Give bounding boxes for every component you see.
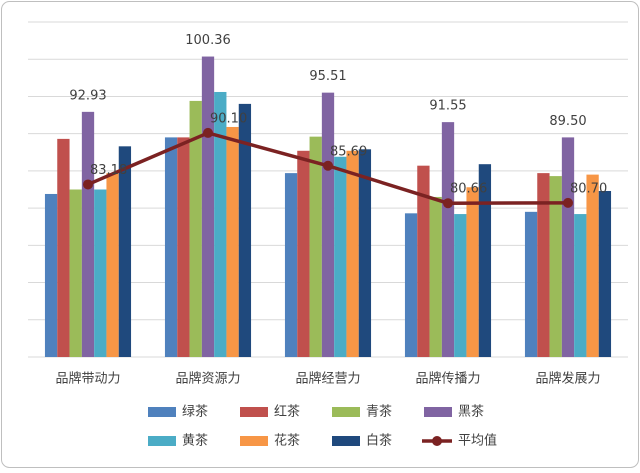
data-label: 89.50 (549, 114, 586, 129)
x-tick-label: 品牌传播力 (415, 371, 480, 387)
bar (429, 196, 442, 357)
data-label: 91.55 (429, 99, 466, 114)
legend-label: 青茶 (366, 404, 392, 420)
legend-label: 平均值 (458, 433, 497, 449)
bar (284, 173, 298, 357)
line-marker (83, 179, 93, 190)
legend-label: 黄茶 (182, 433, 208, 449)
x-tick-label: 品牌带动力 (55, 371, 120, 387)
bar (57, 138, 70, 357)
data-label: 95.51 (309, 69, 346, 84)
x-tick-label: 品牌经营力 (295, 371, 360, 387)
bar (214, 91, 227, 357)
bar (454, 214, 467, 357)
bar (537, 173, 550, 357)
legend-swatch (148, 407, 176, 417)
bar (561, 137, 575, 357)
bar (334, 156, 347, 357)
bar (118, 146, 132, 357)
legend-swatch (240, 407, 268, 417)
bar (106, 173, 119, 357)
bar (177, 137, 190, 357)
bar (441, 122, 455, 357)
legend-label: 红茶 (274, 404, 300, 420)
legend-label: 黑茶 (458, 404, 484, 420)
data-label: 83.18 (90, 163, 127, 178)
bar (466, 187, 479, 357)
legend-label: 白茶 (366, 433, 392, 449)
legend-swatch (332, 436, 360, 446)
bar (346, 150, 359, 357)
data-label: 90.10 (210, 111, 247, 126)
bar (297, 150, 310, 357)
bar (404, 213, 418, 357)
data-label: 85.69 (330, 144, 367, 159)
bar (164, 137, 178, 357)
bar (586, 174, 599, 357)
legend-swatch (424, 407, 452, 417)
bar (44, 193, 58, 357)
line-marker (203, 127, 213, 138)
bar (238, 103, 252, 357)
line-marker (563, 197, 573, 208)
bar (226, 126, 239, 357)
bar (201, 56, 215, 357)
legend-swatch (148, 436, 176, 446)
legend-swatch (432, 436, 442, 446)
bar (309, 136, 322, 357)
bar (417, 165, 430, 357)
bar (358, 149, 372, 357)
bar (321, 92, 335, 358)
data-label: 80.66 (450, 182, 487, 197)
bar (549, 176, 562, 357)
data-label: 80.70 (570, 181, 607, 196)
bar (189, 100, 202, 358)
bar (524, 211, 538, 357)
x-tick-label: 品牌资源力 (175, 371, 240, 387)
line-marker (323, 160, 333, 171)
bar (81, 111, 95, 357)
legend-swatch (332, 407, 360, 417)
legend-label: 绿茶 (182, 404, 208, 420)
data-label: 100.36 (185, 33, 231, 48)
bar (69, 189, 82, 357)
line-marker (443, 198, 453, 209)
bar (478, 164, 492, 357)
bar (598, 190, 612, 357)
bar (574, 214, 587, 357)
legend-label: 花茶 (274, 433, 300, 449)
x-tick-label: 品牌发展力 (535, 371, 600, 387)
legend-swatch (240, 436, 268, 446)
bar (94, 189, 107, 357)
data-label: 92.93 (69, 88, 106, 103)
